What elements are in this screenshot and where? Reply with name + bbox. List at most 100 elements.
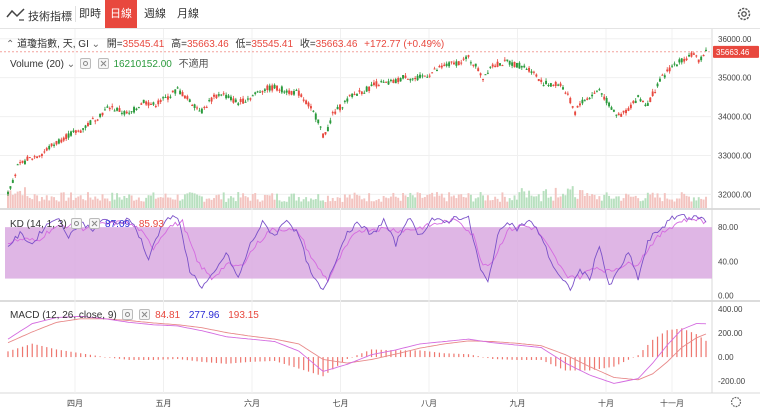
- volume-bar: [389, 196, 392, 208]
- tab-monthly[interactable]: 月線: [177, 8, 199, 20]
- kd-close-icon[interactable]: [89, 218, 101, 229]
- tab-weekly[interactable]: 週線: [144, 8, 166, 20]
- candle-body: [111, 106, 114, 108]
- volume-bar: [484, 200, 487, 208]
- candle-body: [671, 65, 674, 67]
- kd-settings-icon[interactable]: [71, 218, 83, 229]
- volume-bar: [53, 197, 56, 208]
- volume-bar: [372, 201, 375, 208]
- volume-bar: [91, 199, 94, 208]
- candle-body: [460, 62, 463, 64]
- macd-histogram-bar: [186, 357, 188, 361]
- macd-settings-icon[interactable]: [121, 309, 133, 320]
- volume-bar: [314, 199, 317, 208]
- volume-bar: [317, 194, 320, 208]
- volume-bar: [646, 192, 649, 208]
- volume-bar: [246, 197, 249, 208]
- candle-body: [116, 107, 119, 111]
- candle-body: [74, 130, 77, 133]
- indicator-label[interactable]: 技術指標: [28, 11, 72, 23]
- macd-histogram-bar: [463, 354, 465, 358]
- volume-bar: [375, 200, 378, 208]
- candle-body: [530, 71, 533, 73]
- volume-bar: [651, 192, 654, 208]
- candle-body: [186, 96, 189, 100]
- candle-body: [683, 58, 686, 62]
- candle-body: [525, 68, 528, 70]
- volume-bar: [562, 193, 564, 208]
- macd-label[interactable]: MACD (12, 26, close, 9): [10, 310, 117, 321]
- candle-body: [482, 79, 484, 81]
- volume-settings-icon[interactable]: [79, 58, 91, 69]
- volume-bar: [620, 200, 623, 208]
- volume-bar: [363, 198, 366, 208]
- candle-body: [445, 63, 448, 66]
- macd-histogram-bar: [31, 343, 33, 358]
- settings-gear-icon[interactable]: [736, 6, 752, 22]
- candle-body: [84, 125, 87, 128]
- volume-bar: [322, 200, 325, 208]
- candle-body: [77, 130, 80, 132]
- volume-bar: [36, 195, 39, 208]
- volume-bar: [9, 190, 12, 208]
- candle-body: [658, 78, 661, 82]
- volume-bar: [479, 192, 482, 208]
- candle-body: [494, 65, 497, 68]
- candle-body: [307, 102, 310, 107]
- volume-bar: [118, 197, 121, 208]
- macd-histogram-bar: [598, 357, 600, 369]
- volume-bar: [530, 195, 533, 208]
- x-tick-label: 五月: [156, 399, 172, 408]
- tab-realtime[interactable]: 即時: [79, 8, 101, 20]
- collapse-chevron-icon[interactable]: ⌃: [6, 39, 15, 50]
- candle-body: [19, 162, 22, 164]
- kd-label[interactable]: KD (14, 1, 3): [10, 219, 67, 230]
- candle-body: [123, 111, 126, 115]
- candle-body: [479, 73, 482, 76]
- macd-histogram-bar: [579, 357, 581, 371]
- macd-histogram-bar: [36, 344, 38, 358]
- macd-histogram-bar: [55, 349, 58, 358]
- volume-bar: [554, 187, 557, 208]
- candle-body: [629, 104, 632, 109]
- volume-close-icon[interactable]: [97, 58, 109, 69]
- volume-bar: [307, 201, 310, 208]
- volume-bar: [566, 188, 569, 208]
- candle-body: [254, 92, 257, 95]
- candle-body: [36, 156, 39, 159]
- volume-bar: [150, 195, 152, 208]
- volume-dropdown-icon[interactable]: ⌄: [66, 59, 76, 70]
- macd-histogram-bar: [210, 357, 213, 363]
- macd-histogram-bar: [351, 357, 353, 358]
- indicator-icon[interactable]: [6, 6, 26, 22]
- volume-bar: [477, 197, 480, 208]
- macd-histogram-bar: [613, 357, 615, 367]
- chart-canvas[interactable]: 四月 五月 六月 七月 八月 九月 十月 十一月 32000.00 33000.00 34000.0…: [0, 29, 760, 414]
- candle-body: [581, 99, 584, 104]
- volume-bar: [302, 199, 305, 208]
- symbol-label[interactable]: 道瓊指數, 天, GI: [17, 39, 89, 50]
- candle-body: [591, 94, 594, 97]
- candle-body: [128, 112, 131, 114]
- candle-body: [642, 100, 644, 102]
- x-tick-label: 八月: [421, 399, 437, 408]
- candle-body: [331, 112, 334, 114]
- macd-histogram-bar: [46, 347, 48, 358]
- volume-bar: [77, 196, 80, 208]
- volume-bar: [312, 199, 315, 208]
- candle-body: [639, 99, 642, 102]
- volume-bar: [457, 194, 460, 208]
- candle-body: [196, 107, 199, 109]
- macd-close-icon[interactable]: [139, 309, 151, 320]
- volume-bar: [387, 198, 390, 208]
- candle-body: [513, 61, 516, 68]
- symbol-dropdown-icon[interactable]: ⌄: [91, 39, 101, 50]
- axis-settings-icon[interactable]: [730, 396, 742, 408]
- tab-daily[interactable]: 日線: [105, 0, 137, 28]
- macd-histogram-bar: [516, 357, 518, 360]
- volume-label[interactable]: Volume (20): [10, 59, 64, 70]
- volume-bar: [19, 190, 22, 208]
- volume-bar: [7, 191, 9, 208]
- volume-bar: [208, 198, 211, 208]
- volume-bar: [443, 197, 446, 208]
